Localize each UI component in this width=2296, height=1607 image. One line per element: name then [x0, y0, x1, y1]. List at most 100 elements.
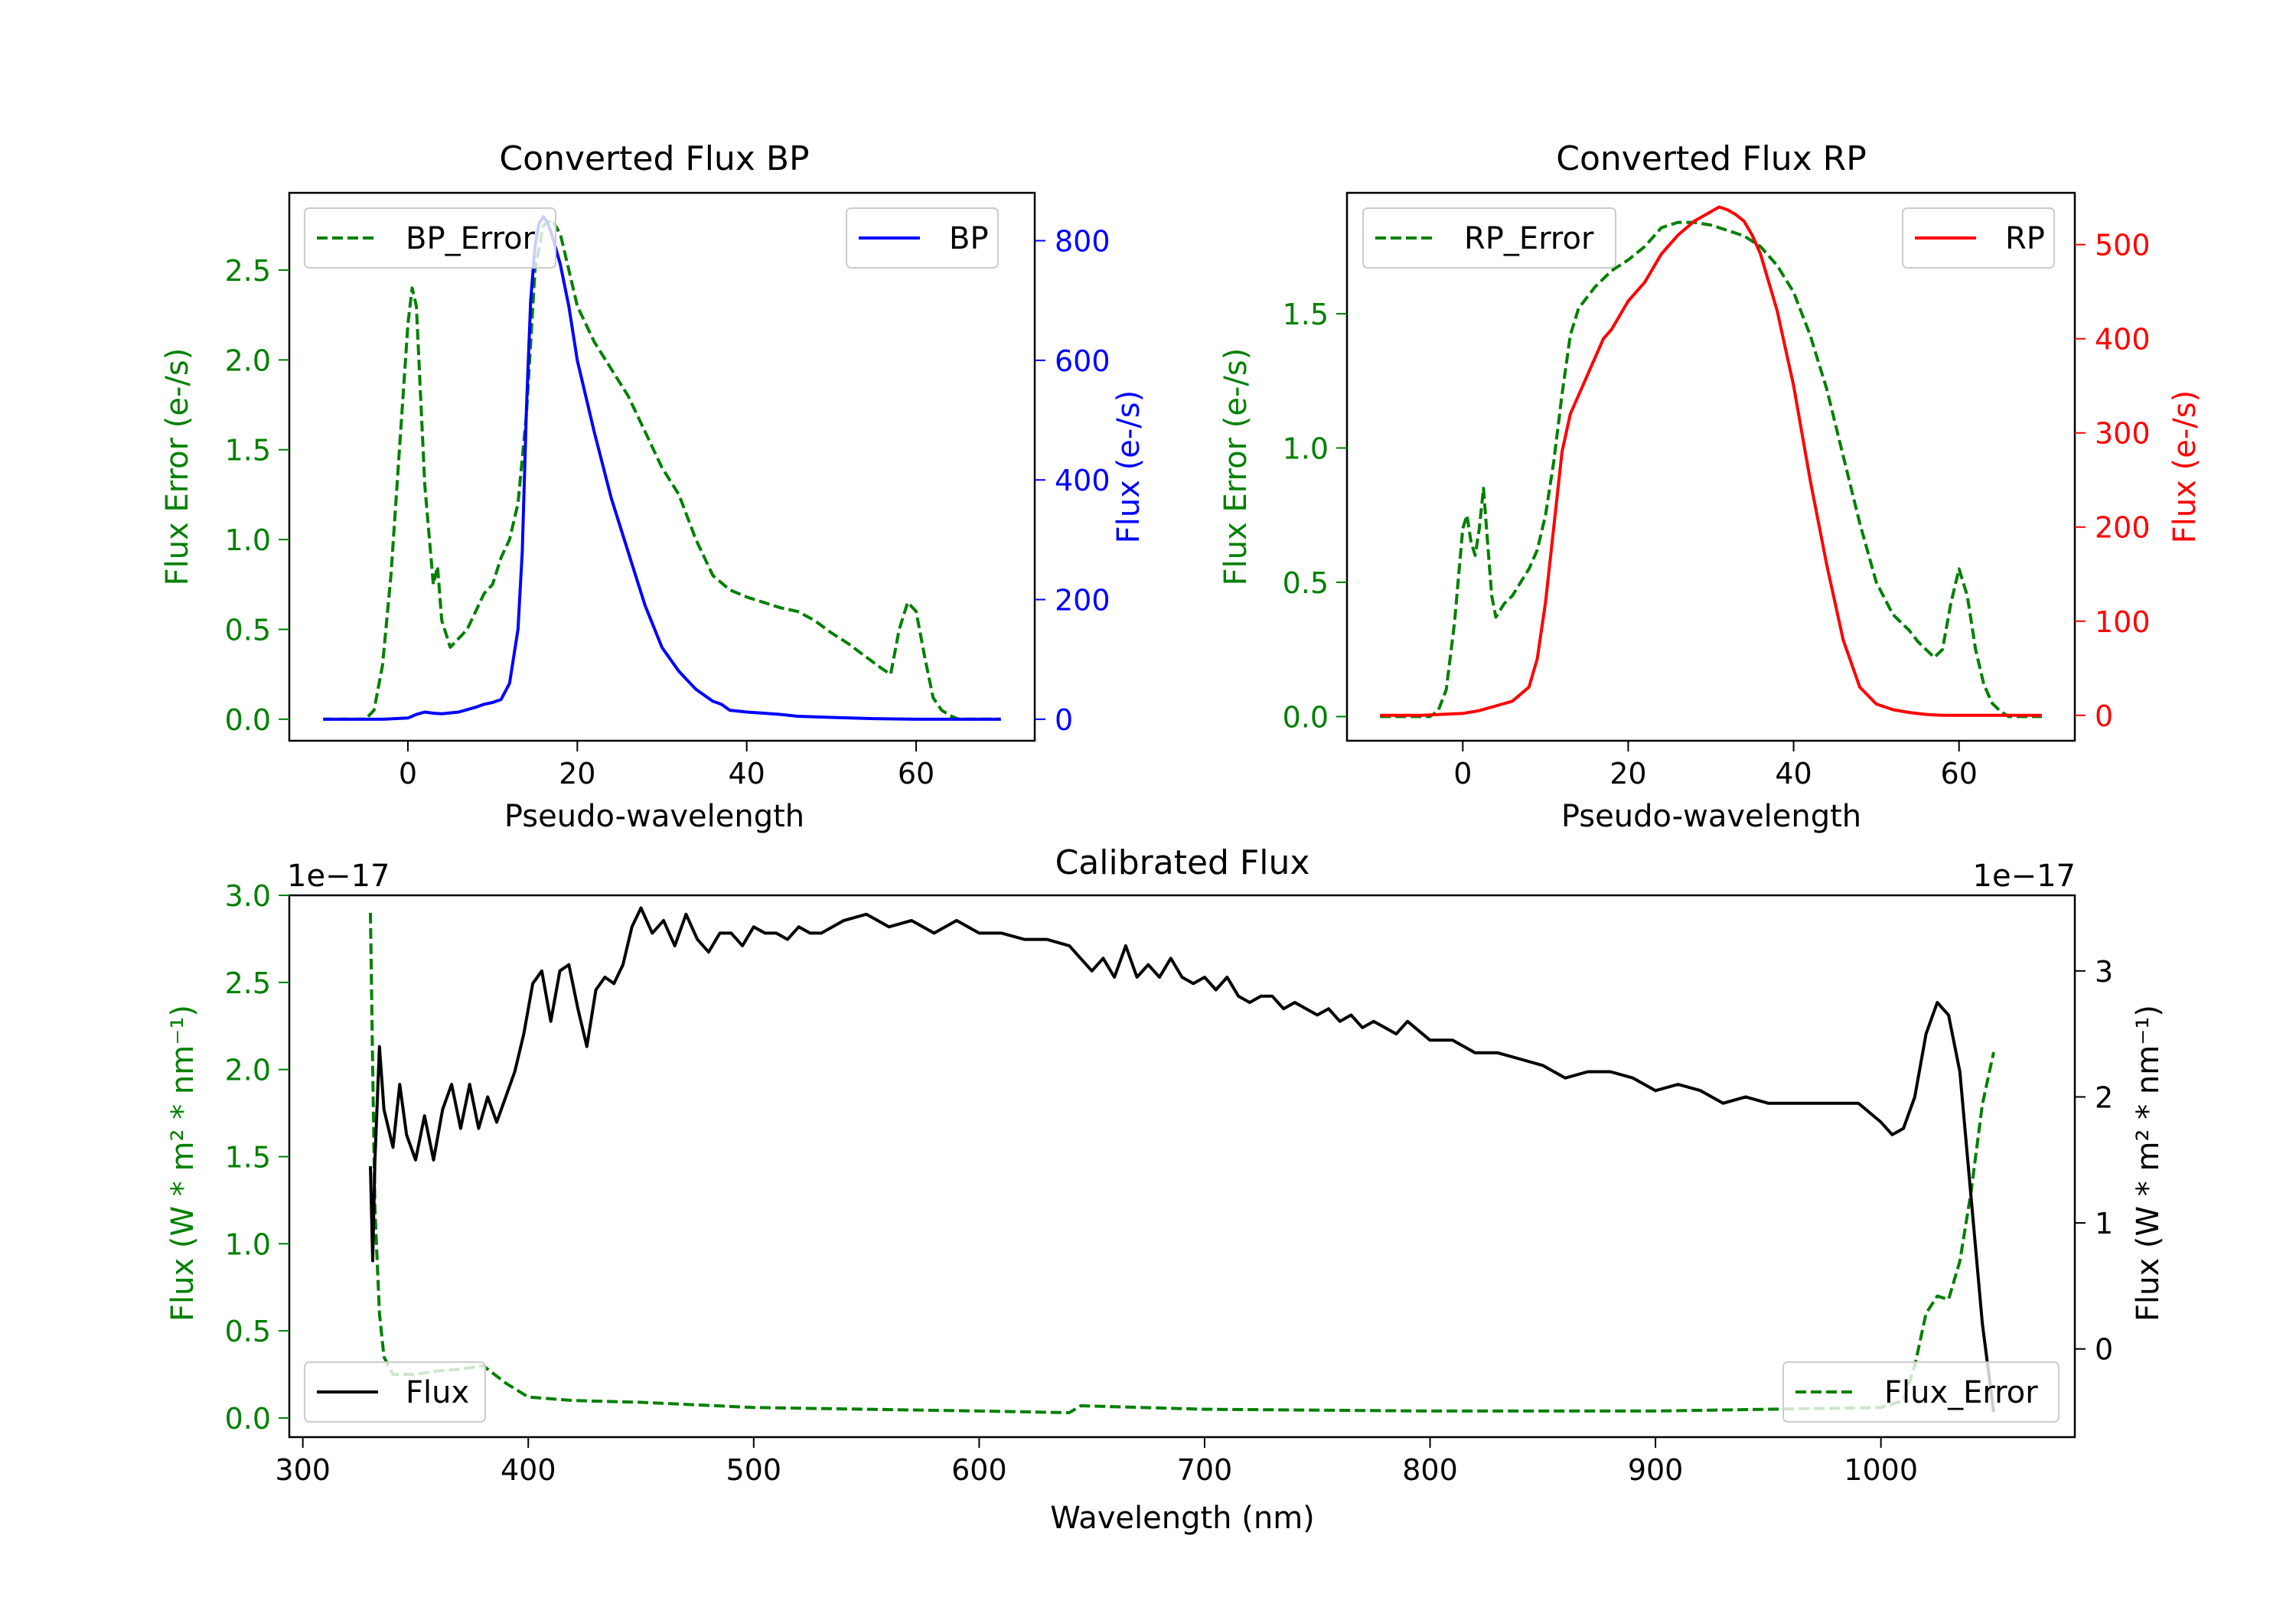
bp-left-y-tick-label: 1.0 [225, 523, 271, 557]
bp-x-tick-label: 60 [898, 757, 934, 790]
bp-x-axis-label: Pseudo-wavelength [504, 799, 804, 834]
bp-left-y-tick-label: 0.5 [225, 613, 271, 647]
rp-right-y-tick-label: 0 [2095, 699, 2113, 733]
bp-right-y-tick-label: 600 [1055, 344, 1110, 378]
calibrated-x-tick-label: 1000 [1844, 1453, 1918, 1487]
bp-left-y-tick-label: 1.5 [225, 434, 271, 468]
rp-x-axis: 0 20 40 60 [1453, 741, 1978, 790]
bp-right-y-axis: 0 200 400 600 800 [1035, 225, 1110, 737]
bp-left-y-axis: 0.0 0.5 1.0 1.5 2.0 2.5 [225, 254, 289, 737]
calibrated-right-y-tick-label: 1 [2095, 1207, 2113, 1240]
rp-right-y-tick-label: 200 [2095, 511, 2151, 545]
calibrated-x-tick-label: 500 [726, 1453, 782, 1487]
rp-panel: Converted Flux RP 0 20 40 60 0.0 0.5 1.0 1.5 0… [1218, 139, 2203, 834]
rp-rp-error-line [1380, 220, 2042, 719]
calibrated-flux-legend-box [304, 1361, 486, 1423]
calibrated-flux-legend-label: Flux [406, 1375, 469, 1410]
rp-left-y-tick-label: 1.0 [1283, 432, 1329, 465]
rp-left-y-axis-label: Flux Error (e-/s) [1218, 348, 1254, 586]
rp-error-legend: RP_Error [1362, 207, 1616, 269]
rp-right-y-axis-label: Flux (e-/s) [2167, 390, 2203, 543]
bp-flux-legend: BP [846, 207, 999, 269]
calibrated-left-y-axis-label: Flux (W * m² * nm⁻¹) [165, 1005, 201, 1322]
calibrated-flux-line [369, 906, 1995, 1413]
calibrated-error-series [369, 912, 1995, 1415]
calibrated-right-y-tick-label: 3 [2095, 955, 2113, 989]
rp-error-series [1380, 220, 2042, 719]
bp-panel: Converted Flux BP 0 20 40 60 0.0 0.5 1.0 1.5 2.… [160, 139, 1146, 834]
bp-left-y-tick-label: 2.5 [225, 254, 271, 288]
calibrated-left-y-tick-label: 0.5 [225, 1315, 271, 1348]
rp-left-y-tick-label: 0.0 [1283, 700, 1329, 734]
bp-chart-title: Converted Flux BP [499, 139, 809, 178]
rp-plot-frame [1345, 191, 2076, 742]
bp-plot-frame [288, 191, 1036, 742]
calibrated-x-tick-label: 400 [501, 1453, 556, 1487]
bp-x-tick-label: 0 [399, 757, 417, 790]
calibrated-right-y-tick-label: 2 [2095, 1081, 2113, 1114]
calibrated-x-tick-label: 300 [275, 1453, 331, 1487]
rp-flux-series [1380, 205, 2042, 717]
bp-right-y-tick-label: 400 [1055, 464, 1110, 497]
bp-right-y-tick-label: 0 [1055, 703, 1073, 737]
rp-error-legend-box [1362, 207, 1616, 269]
bp-error-legend: BP_Error [304, 207, 556, 269]
calibrated-error-legend-box [1782, 1361, 2060, 1423]
bp-x-tick-label: 40 [729, 757, 765, 790]
rp-x-tick-label: 60 [1941, 757, 1978, 790]
calibrated-plot-frame [288, 894, 2076, 1439]
calibrated-left-y-tick-label: 0.0 [225, 1402, 271, 1436]
calibrated-flux-series [369, 906, 1995, 1413]
rp-plot-area [1347, 193, 2075, 741]
calibrated-left-y-tick-label: 1.5 [225, 1140, 271, 1174]
rp-left-y-tick-label: 0.5 [1283, 566, 1329, 600]
calibrated-plot-area [289, 895, 2075, 1437]
bp-right-y-tick-label: 200 [1055, 584, 1110, 618]
calibrated-left-y-axis: 0.0 0.5 1.0 1.5 2.0 2.5 3.0 [225, 879, 289, 1436]
calibrated-x-tick-label: 800 [1402, 1453, 1458, 1487]
rp-right-y-tick-label: 500 [2095, 229, 2151, 262]
calibrated-x-tick-label: 900 [1628, 1453, 1684, 1487]
calibrated-left-offset-text: 1e−17 [287, 859, 390, 894]
bp-left-y-tick-label: 0.0 [225, 703, 271, 737]
rp-x-tick-label: 40 [1775, 757, 1812, 790]
rp-error-legend-label: RP_Error [1464, 221, 1594, 256]
calibrated-x-axis: 300 400 500 600 700 800 900 1000 [275, 1437, 1918, 1487]
rp-x-tick-label: 0 [1453, 757, 1472, 790]
calibrated-error-legend-label: Flux_Error [1884, 1375, 2038, 1410]
bp-bp-error-line [323, 218, 1001, 721]
calibrated-right-y-tick-label: 0 [2095, 1333, 2113, 1367]
rp-x-tick-label: 20 [1609, 757, 1646, 790]
calibrated-right-offset-text: 1e−17 [1973, 859, 2076, 894]
bp-flux-legend-label: BP [949, 221, 989, 256]
calibrated-panel: Calibrated Flux 1e−17 1e−17 300 400 500 600… [165, 843, 2166, 1536]
rp-left-y-axis: 0.0 0.5 1.0 1.5 [1283, 298, 1347, 734]
bp-right-y-axis-label: Flux (e-/s) [1111, 390, 1146, 543]
calibrated-left-y-tick-label: 1.0 [225, 1227, 271, 1261]
calibrated-flux-error-line [369, 912, 1995, 1415]
rp-x-axis-label: Pseudo-wavelength [1561, 799, 1861, 834]
calibrated-chart-title: Calibrated Flux [1055, 843, 1310, 882]
rp-chart-title: Converted Flux RP [1556, 139, 1867, 178]
bp-error-series [323, 218, 1001, 721]
rp-flux-legend-box [1902, 207, 2055, 269]
rp-flux-legend-label: RP [2005, 221, 2045, 256]
bp-error-legend-box [304, 207, 556, 269]
calibrated-x-tick-label: 700 [1177, 1453, 1233, 1487]
rp-right-y-tick-label: 400 [2095, 323, 2151, 357]
calibrated-x-axis-label: Wavelength (nm) [1050, 1501, 1315, 1536]
bp-left-y-tick-label: 2.0 [225, 344, 271, 377]
calibrated-flux-legend: Flux [304, 1361, 486, 1423]
calibrated-right-y-axis: 0 1 2 3 [2075, 955, 2113, 1367]
calibrated-left-y-tick-label: 2.5 [225, 966, 271, 1000]
calibrated-left-y-tick-label: 3.0 [225, 879, 271, 913]
rp-left-y-tick-label: 1.5 [1283, 298, 1329, 331]
rp-right-y-axis: 0 100 200 300 400 500 [2075, 229, 2151, 733]
bp-flux-legend-box [846, 207, 999, 269]
calibrated-error-legend: Flux_Error [1782, 1361, 2060, 1423]
rp-right-y-tick-label: 100 [2095, 605, 2151, 639]
bp-right-y-tick-label: 800 [1055, 225, 1110, 259]
bp-x-tick-label: 20 [559, 757, 595, 790]
rp-right-y-tick-label: 300 [2095, 417, 2151, 451]
